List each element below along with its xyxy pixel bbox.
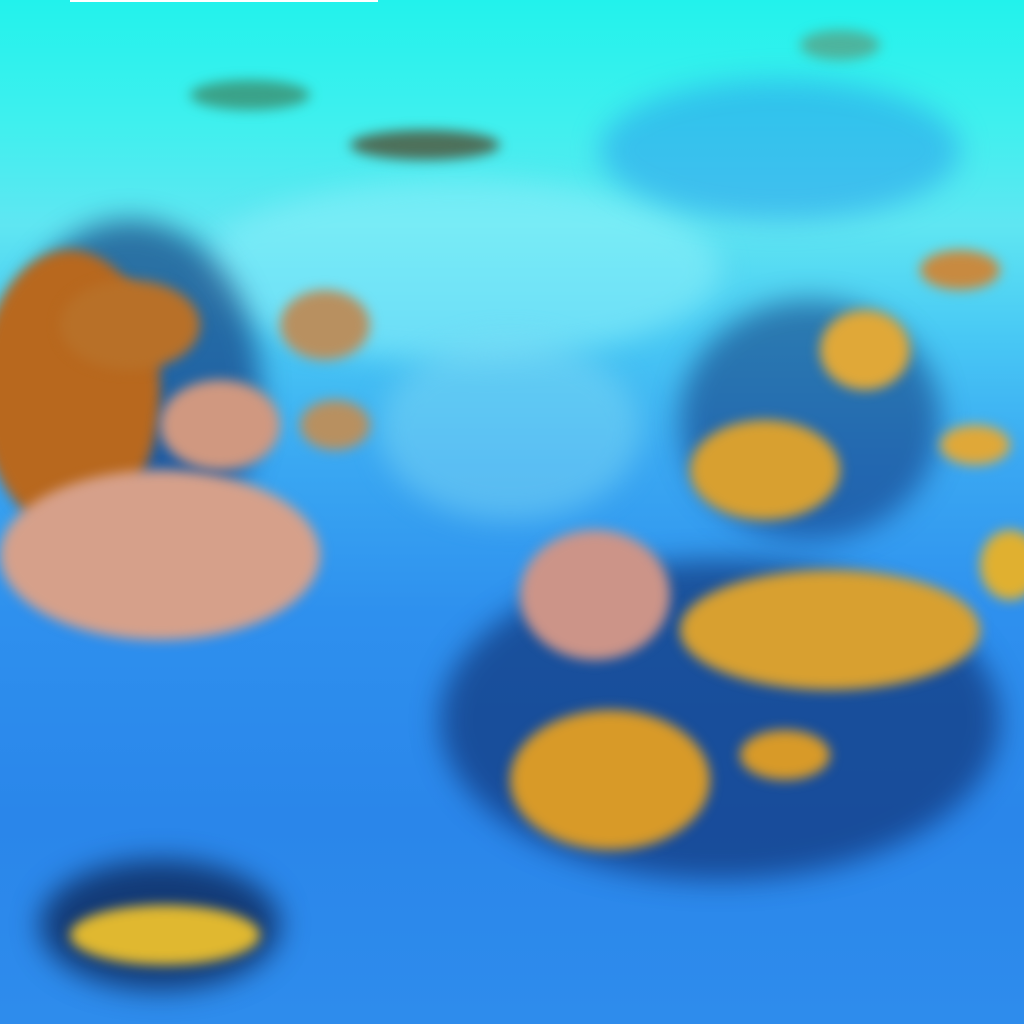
deep-cloud	[940, 425, 1010, 465]
haze-band	[200, 180, 720, 360]
deep-cloud	[690, 420, 840, 520]
deep-cloud	[680, 570, 980, 690]
top-edge-line	[70, 0, 378, 2]
cloud-streak	[350, 130, 500, 160]
deep-cloud	[920, 250, 1000, 290]
deep-cloud	[820, 310, 910, 390]
deep-cloud	[70, 905, 260, 965]
low-cloud	[160, 380, 280, 470]
low-cloud	[0, 470, 320, 640]
cloud-streak	[190, 80, 310, 110]
deep-cloud	[740, 730, 830, 780]
low-cloud	[280, 290, 370, 360]
low-cloud	[520, 530, 670, 660]
deep-cloud	[510, 710, 710, 850]
deep-cloud	[980, 530, 1024, 600]
cloud-streak	[800, 30, 880, 60]
deep-cloud	[60, 280, 200, 370]
haze-band	[600, 80, 960, 220]
haze-band	[380, 340, 640, 520]
low-cloud	[300, 400, 370, 450]
